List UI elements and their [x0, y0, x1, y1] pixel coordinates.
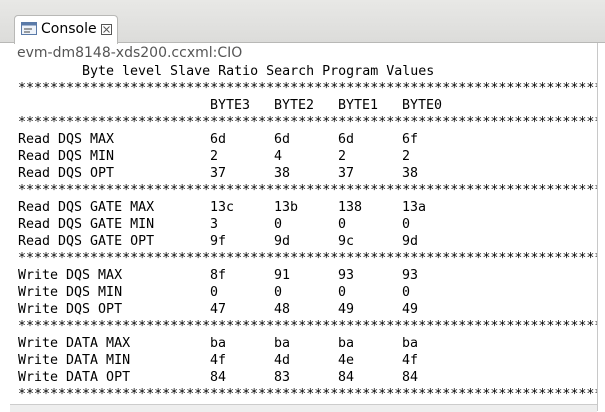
cell-value: 13b — [274, 200, 299, 215]
output-title: Byte level Slave Ratio Search Program Va… — [82, 64, 435, 79]
console-tab[interactable]: Console — [14, 15, 118, 44]
row-label: Write DQS MAX — [18, 268, 123, 283]
cell-value: 2 — [402, 149, 411, 164]
cell-value: 6f — [402, 132, 419, 147]
column-header: BYTE2 — [274, 98, 315, 113]
cell-value: 47 — [210, 302, 227, 317]
console-icon — [21, 22, 37, 35]
separator: ****************************************… — [18, 251, 597, 266]
row-label: Write DATA MAX — [18, 336, 131, 351]
cell-value: 37 — [338, 166, 355, 181]
tab-bar: Console — [0, 0, 605, 44]
cell-value: 0 — [274, 217, 283, 232]
cell-value: 9d — [274, 234, 291, 249]
cell-value: 0 — [402, 285, 411, 300]
cell-value: 4f — [210, 353, 227, 368]
cell-value: 9c — [338, 234, 355, 249]
cell-value: 6d — [338, 132, 355, 147]
cell-value: 48 — [274, 302, 291, 317]
row-label: Read DQS GATE MIN — [18, 217, 155, 232]
console-name: evm-dm8148-xds200.ccxml:CIO — [17, 45, 243, 61]
cell-value: 13a — [402, 200, 427, 215]
cell-value: 4f — [402, 353, 419, 368]
row-label: Write DATA OPT — [18, 370, 131, 385]
right-border — [597, 43, 598, 411]
row-label: Read DQS GATE MAX — [18, 200, 155, 215]
console-output: Byte level Slave Ratio Search Program Va… — [0, 63, 597, 403]
cell-value: 4d — [274, 353, 291, 368]
column-header: BYTE1 — [338, 98, 379, 113]
close-button[interactable] — [101, 24, 112, 35]
cell-value: 138 — [338, 200, 363, 215]
cell-value: 6d — [210, 132, 227, 147]
horizontal-scrollbar[interactable] — [10, 404, 597, 412]
cell-value: ba — [402, 336, 419, 351]
cell-value: 0 — [338, 285, 347, 300]
cell-value: 91 — [274, 268, 291, 283]
separator: ****************************************… — [18, 81, 597, 96]
column-header: BYTE3 — [210, 98, 251, 113]
separator: ****************************************… — [18, 115, 597, 130]
row-label: Read DQS MAX — [18, 132, 115, 147]
cell-value: 8f — [210, 268, 227, 283]
cell-value: 0 — [210, 285, 219, 300]
cell-value: 83 — [274, 370, 291, 385]
cell-value: ba — [338, 336, 355, 351]
cell-value: ba — [210, 336, 227, 351]
cell-value: 0 — [402, 217, 411, 232]
cell-value: 93 — [402, 268, 419, 283]
cell-value: 13c — [210, 200, 235, 215]
cell-value: 3 — [210, 217, 219, 232]
row-label: Write DATA MIN — [18, 353, 131, 368]
column-header: BYTE0 — [402, 98, 443, 113]
separator: ****************************************… — [18, 319, 597, 334]
cell-value: 49 — [338, 302, 355, 317]
cell-value: 84 — [338, 370, 355, 385]
cell-value: 4e — [338, 353, 355, 368]
separator: ****************************************… — [18, 387, 597, 402]
tab-title: Console — [41, 21, 97, 37]
row-label: Read DQS OPT — [18, 166, 115, 181]
row-label: Read DQS GATE OPT — [18, 234, 155, 249]
cell-value: 49 — [402, 302, 419, 317]
cell-value: 84 — [210, 370, 227, 385]
cell-value: ba — [274, 336, 291, 351]
cell-value: 9f — [210, 234, 227, 249]
cell-value: 38 — [274, 166, 291, 181]
cell-value: 0 — [338, 217, 347, 232]
cell-value: 2 — [210, 149, 219, 164]
row-label: Write DQS OPT — [18, 302, 123, 317]
cell-value: 9d — [402, 234, 419, 249]
row-label: Write DQS MIN — [18, 285, 123, 300]
row-label: Read DQS MIN — [18, 149, 115, 164]
cell-value: 93 — [338, 268, 355, 283]
cell-value: 4 — [274, 149, 283, 164]
cell-value: 2 — [338, 149, 347, 164]
cell-value: 37 — [210, 166, 227, 181]
cell-value: 0 — [274, 285, 283, 300]
cell-value: 38 — [402, 166, 419, 181]
cell-value: 6d — [274, 132, 291, 147]
cell-value: 84 — [402, 370, 419, 385]
separator: ****************************************… — [18, 183, 597, 198]
